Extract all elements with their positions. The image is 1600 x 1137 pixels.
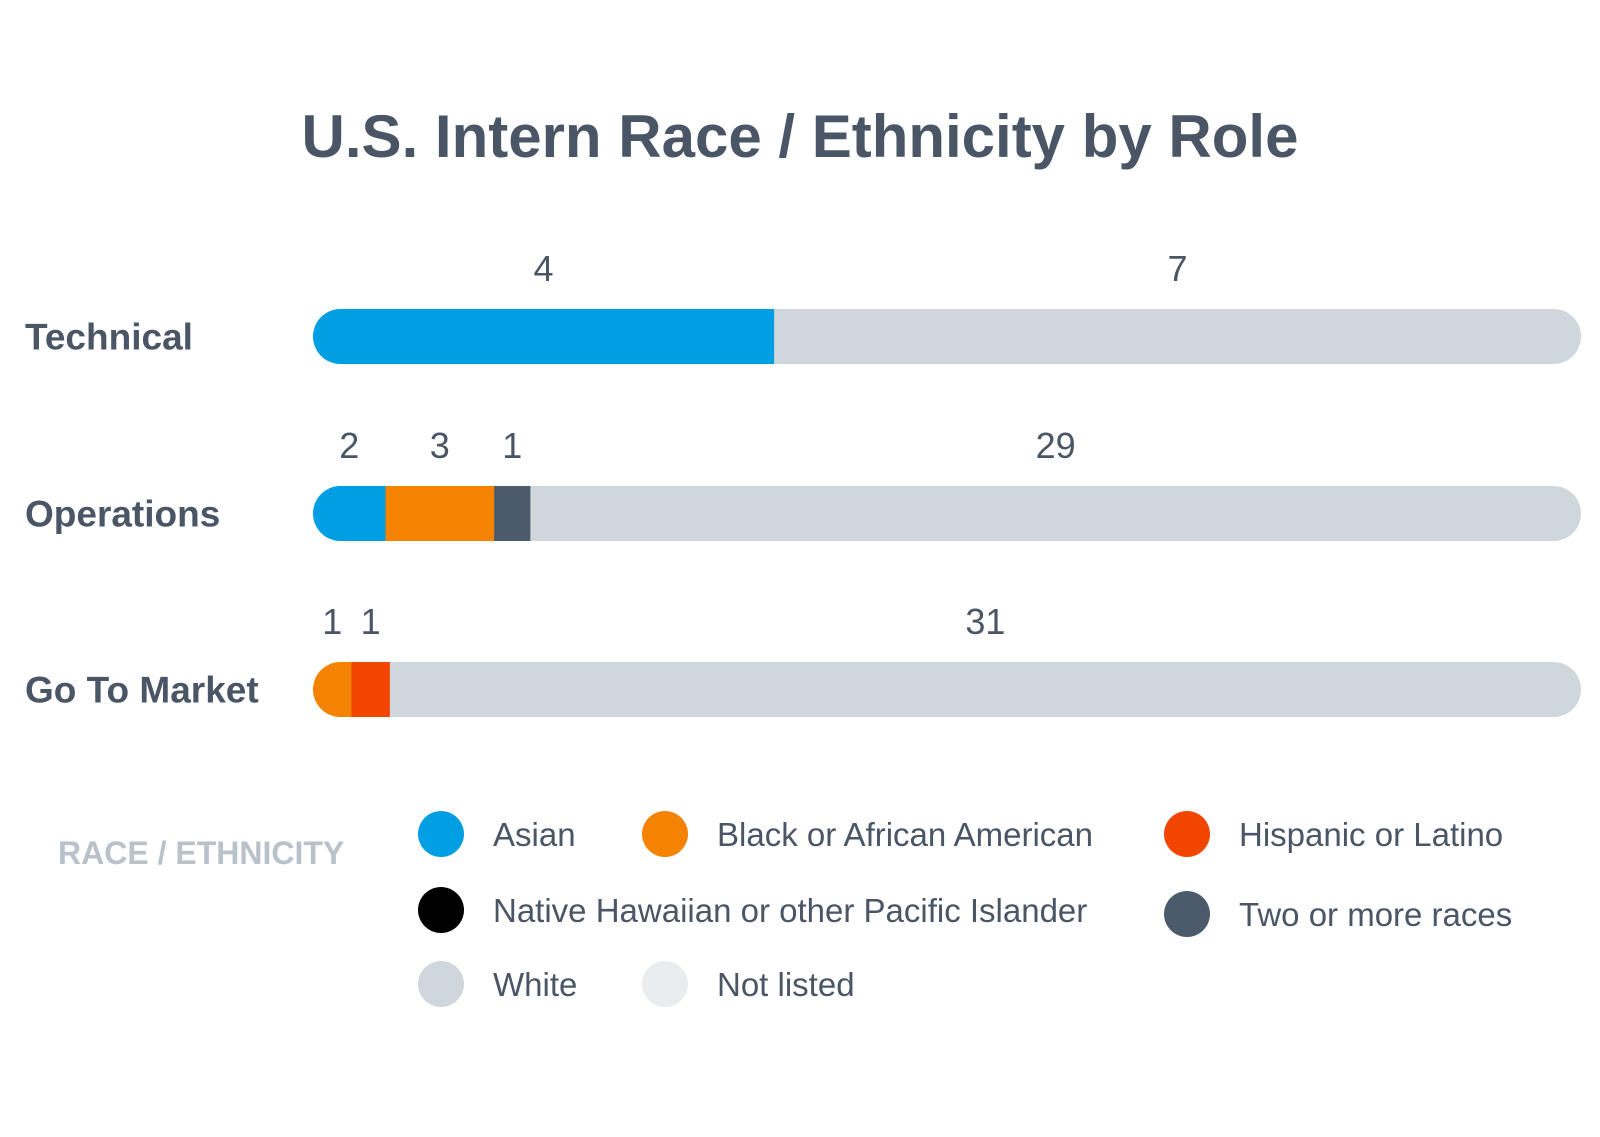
value-label-technical-white: 7 — [1168, 248, 1188, 289]
legend-label-asian: Asian — [493, 816, 576, 853]
value-label-operations-black-or-african-american: 3 — [430, 425, 450, 466]
bar-segment-operations-white — [530, 486, 1581, 541]
bar-segment-go-to-market-black-or-african-american — [313, 662, 352, 717]
value-label-go-to-market-white: 31 — [965, 601, 1005, 642]
legend-swatch-not-listed — [642, 961, 688, 1007]
bar-segment-operations-two-or-more-races — [494, 486, 531, 541]
legend-item-native-hawaiian-or-other-pacific-islander: Native Hawaiian or other Pacific Islande… — [418, 887, 1087, 933]
legend-item-hispanic-or-latino: Hispanic or Latino — [1164, 811, 1503, 857]
category-label-technical: Technical — [25, 317, 193, 358]
bar-segment-technical-white — [774, 309, 1581, 364]
bar-segment-go-to-market-hispanic-or-latino — [351, 662, 391, 717]
legend-label-not-listed: Not listed — [717, 966, 855, 1003]
value-label-operations-white: 29 — [1036, 425, 1076, 466]
category-label-go-to-market: Go To Market — [25, 670, 259, 711]
value-label-operations-asian: 2 — [339, 425, 359, 466]
legend-swatch-asian — [418, 811, 464, 857]
legend-label-hispanic-or-latino: Hispanic or Latino — [1239, 816, 1503, 853]
bar-segment-go-to-market-white — [389, 662, 1581, 717]
category-label-operations: Operations — [25, 494, 220, 535]
bar-row-technical — [313, 309, 1581, 364]
legend-swatch-white — [418, 961, 464, 1007]
chart-title: U.S. Intern Race / Ethnicity by Role — [302, 103, 1299, 170]
legend: RACE / ETHNICITY Asian Black or African A… — [58, 811, 1512, 1007]
bar-segment-operations-black-or-african-american — [385, 486, 495, 541]
legend-label-two-or-more-races: Two or more races — [1239, 896, 1512, 933]
bar-row-operations — [313, 486, 1581, 541]
legend-item-two-or-more-races: Two or more races — [1164, 891, 1512, 937]
value-label-go-to-market-black-or-african-american: 1 — [322, 601, 342, 642]
bar-segment-operations-asian — [313, 486, 386, 541]
value-label-operations-two-or-more-races: 1 — [502, 425, 522, 466]
value-label-technical-asian: 4 — [534, 248, 554, 289]
legend-swatch-black-or-african-american — [642, 811, 688, 857]
bar-row-go-to-market — [313, 662, 1581, 717]
legend-label-black-or-african-american: Black or African American — [717, 816, 1093, 853]
bar-segment-technical-asian — [313, 309, 775, 364]
legend-item-asian: Asian — [418, 811, 576, 857]
legend-label-native-hawaiian-or-other-pacific-islander: Native Hawaiian or other Pacific Islande… — [493, 892, 1087, 929]
legend-swatch-hispanic-or-latino — [1164, 811, 1210, 857]
legend-title: RACE / ETHNICITY — [58, 835, 344, 871]
legend-item-not-listed: Not listed — [642, 961, 855, 1007]
legend-item-black-or-african-american: Black or African American — [642, 811, 1093, 857]
legend-item-white: White — [418, 961, 577, 1007]
legend-swatch-two-or-more-races — [1164, 891, 1210, 937]
legend-swatch-native-hawaiian-or-other-pacific-islander — [418, 887, 464, 933]
value-label-go-to-market-hispanic-or-latino: 1 — [361, 601, 381, 642]
legend-label-white: White — [493, 966, 577, 1003]
